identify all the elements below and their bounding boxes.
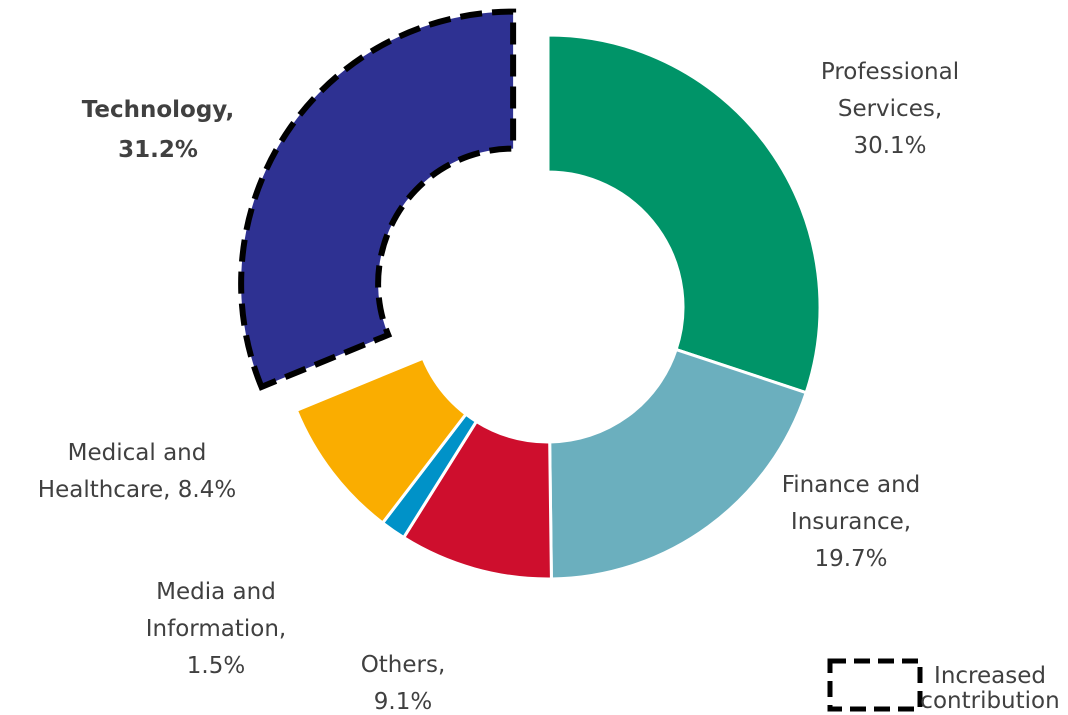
- slice-label: Media and Information, 1.5%: [146, 579, 286, 679]
- label-line: Medical and: [68, 440, 207, 466]
- label-line: Technology,: [82, 97, 235, 123]
- slice-label: Medical and Healthcare, 8.4%: [38, 440, 236, 503]
- slice: [238, 8, 517, 391]
- legend-line: Increased: [934, 663, 1046, 689]
- label-line: Others,: [361, 652, 446, 678]
- label-line: 1.5%: [187, 653, 245, 679]
- slice: [294, 356, 469, 526]
- slice: [548, 347, 809, 581]
- legend-label: Increased contribution: [920, 663, 1059, 714]
- slice: [546, 33, 822, 395]
- slice-label: Others, 9.1%: [361, 652, 446, 715]
- label-line: 30.1%: [853, 133, 926, 159]
- slice-label: Technology, 31.2%: [82, 97, 235, 163]
- label-line: Finance and: [782, 472, 921, 498]
- label-line: Insurance,: [791, 509, 911, 535]
- label-line: 31.2%: [118, 137, 198, 163]
- label-line: Information,: [146, 616, 286, 642]
- slice-label: Professional Services, 30.1%: [821, 59, 959, 159]
- label-line: 19.7%: [814, 546, 887, 572]
- label-line: Media and: [156, 579, 276, 605]
- slice-label: Finance and Insurance, 19.7%: [782, 472, 921, 572]
- label-line: 9.1%: [374, 689, 432, 715]
- label-line: Professional: [821, 59, 959, 85]
- label-line: Services,: [838, 96, 942, 122]
- legend-line: contribution: [920, 688, 1059, 714]
- legend-swatch: [827, 658, 923, 712]
- label-line: Healthcare, 8.4%: [38, 477, 236, 503]
